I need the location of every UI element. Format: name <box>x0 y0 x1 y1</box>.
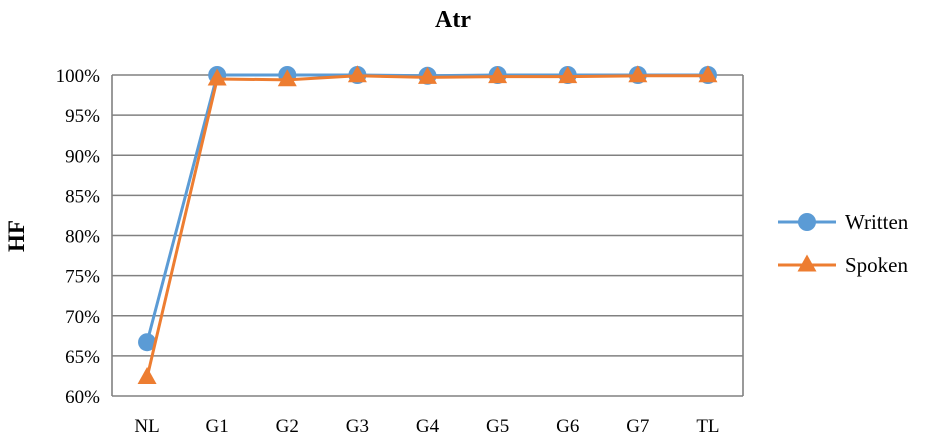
legend-marker <box>797 254 817 272</box>
data-point <box>347 65 367 83</box>
y-tick-label: 70% <box>65 307 100 328</box>
x-tick-labels: NL G1 G2 G3 G4 G5 G6 G7 TL <box>134 416 719 437</box>
data-point <box>418 66 437 84</box>
y-tick-label: 80% <box>65 227 100 248</box>
legend-label: Spoken <box>845 253 909 277</box>
y-tick-label: 75% <box>65 267 100 288</box>
y-axis-label: HF <box>4 220 29 252</box>
y-tick-label: 100% <box>56 66 101 87</box>
data-point <box>698 65 718 83</box>
x-tick-label: NL <box>134 416 159 437</box>
data-point <box>207 68 227 86</box>
y-tick-label: 90% <box>65 146 100 167</box>
x-tick-label: G6 <box>556 416 579 437</box>
legend-marker <box>798 213 816 231</box>
data-point <box>277 69 297 87</box>
data-point <box>488 66 508 84</box>
series <box>137 65 718 385</box>
series-line <box>145 74 708 378</box>
x-tick-label: G1 <box>206 416 229 437</box>
legend: Written Spoken <box>778 210 909 277</box>
y-tick-label: 65% <box>65 347 100 368</box>
x-tick-label: G5 <box>486 416 509 437</box>
data-point <box>137 367 157 385</box>
legend-item: Written <box>778 210 909 234</box>
series-written <box>138 66 717 352</box>
x-tick-label: TL <box>696 416 719 437</box>
y-tick-label: 60% <box>65 387 100 408</box>
series-spoken <box>137 65 718 385</box>
data-point <box>138 333 157 352</box>
chart-title: Atr <box>435 7 471 33</box>
data-point <box>628 65 648 83</box>
x-tick-label: G2 <box>276 416 299 437</box>
x-tick-label: G7 <box>626 416 649 437</box>
y-tick-label: 95% <box>65 106 100 127</box>
legend-label: Written <box>845 210 909 234</box>
x-tick-label: G4 <box>416 416 440 437</box>
y-tick-label: 85% <box>65 186 100 207</box>
data-point <box>558 66 578 84</box>
legend-item: Spoken <box>778 253 909 277</box>
x-tick-label: G3 <box>346 416 369 437</box>
y-tick-labels: 60% 65% 70% 75% 80% 85% 90% 95% 100% <box>56 66 101 408</box>
